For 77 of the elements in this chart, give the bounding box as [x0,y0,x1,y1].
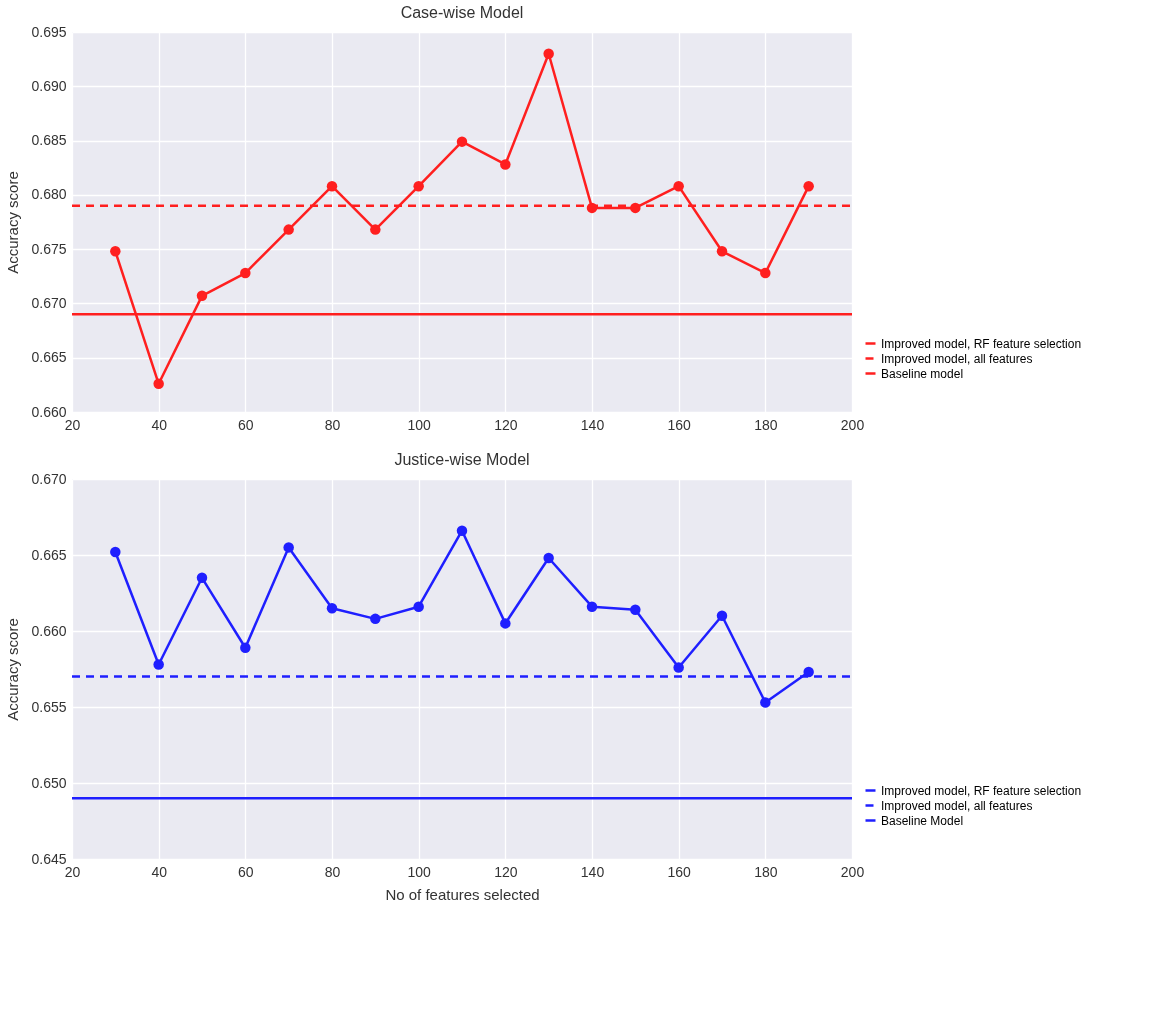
point [240,267,251,279]
x-tick-label: 160 [667,416,692,433]
point [196,290,208,302]
y-tick-label: 0.675 [31,240,67,257]
x-tick-label: 180 [754,863,778,880]
y-tick-label: 0.660 [31,403,67,420]
point [543,552,554,564]
x-tick-label: 200 [840,863,865,880]
point [326,180,338,192]
x-tick-label: 140 [580,863,605,880]
point [500,159,511,170]
y-tick-label: 0.695 [31,23,67,40]
x-axis-title: No of features selected [385,885,540,903]
point [456,525,468,536]
x-tick-label: 60 [238,416,254,433]
point [110,546,121,558]
point [370,613,381,625]
x-tick-label: 140 [580,416,605,433]
legend-label: Improved model, RF feature selection [881,336,1082,351]
point [500,618,511,629]
point [283,542,294,553]
point [240,642,251,653]
y-tick-label: 0.645 [31,850,67,867]
point [760,697,771,708]
x-tick-label: 60 [238,863,254,880]
x-tick-label: 200 [840,416,865,433]
point [413,180,424,192]
y-axis-title: Accuracy score [4,618,22,721]
y-tick-label: 0.685 [31,132,67,149]
x-tick-label: 100 [407,863,432,880]
x-tick-label: 160 [667,863,692,880]
y-axis-title: Accuracy score [4,171,22,274]
point [543,48,554,59]
point [803,666,814,678]
x-tick-label: 180 [754,416,778,433]
point [803,180,814,192]
point [413,601,424,612]
point [326,602,338,614]
x-tick-label: 120 [494,863,518,880]
y-tick-label: 0.650 [31,774,67,791]
y-tick-label: 0.690 [31,77,67,94]
point [370,224,381,235]
point [630,604,641,615]
point [760,267,771,279]
y-tick-label: 0.665 [31,349,67,366]
point [586,601,598,612]
y-tick-label: 0.660 [31,622,67,639]
point [153,659,164,670]
legend-label: Baseline Model [881,813,964,828]
legend-label: Improved model, all features [881,351,1033,366]
y-tick-label: 0.655 [31,698,67,715]
point [196,572,208,584]
x-tick-label: 20 [64,416,81,433]
chart-title: Case-wise Model [400,4,524,21]
x-tick-label: 120 [494,416,518,433]
y-tick-label: 0.665 [31,546,67,563]
x-tick-label: 20 [64,863,81,880]
legend-label: Improved model, all features [881,798,1033,813]
point [153,378,164,390]
point [673,662,684,673]
x-tick-label: 40 [151,863,168,880]
x-tick-label: 100 [407,416,432,433]
y-tick-label: 0.670 [31,294,67,311]
y-tick-label: 0.680 [31,186,67,203]
legend-label: Improved model, RF feature selection [881,783,1082,798]
point [673,180,684,192]
y-tick-label: 0.670 [31,470,67,487]
point [283,224,294,235]
x-tick-label: 40 [151,416,168,433]
legend-label: Baseline model [881,366,964,381]
point [110,246,121,257]
point [716,246,728,257]
x-tick-label: 80 [324,863,341,880]
x-tick-label: 80 [324,416,341,433]
point [716,610,728,622]
chart-title: Justice-wise Model [394,451,530,468]
point [456,136,468,147]
